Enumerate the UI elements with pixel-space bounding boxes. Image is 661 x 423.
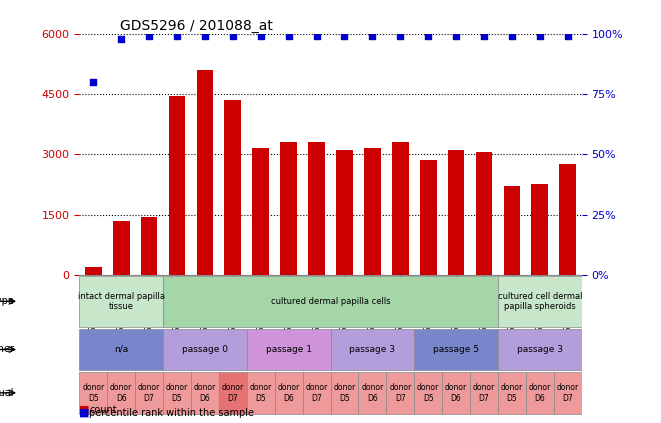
FancyBboxPatch shape	[191, 372, 219, 414]
FancyBboxPatch shape	[526, 372, 554, 414]
Text: donor
D5: donor D5	[250, 383, 272, 403]
FancyBboxPatch shape	[498, 372, 526, 414]
FancyBboxPatch shape	[442, 372, 470, 414]
Bar	[280, 142, 297, 275]
Bar	[308, 142, 325, 275]
Text: passage 0: passage 0	[182, 345, 228, 354]
Text: other: other	[0, 344, 14, 354]
FancyBboxPatch shape	[554, 372, 582, 414]
FancyBboxPatch shape	[163, 329, 247, 370]
Text: donor
D7: donor D7	[221, 383, 244, 403]
FancyBboxPatch shape	[107, 372, 135, 414]
Point	[395, 33, 406, 40]
Point	[116, 35, 126, 42]
Text: n/a: n/a	[114, 345, 128, 354]
FancyBboxPatch shape	[219, 372, 247, 414]
Text: ■: ■	[79, 404, 90, 415]
Text: donor
D5: donor D5	[166, 383, 188, 403]
Text: intact dermal papilla
tissue: intact dermal papilla tissue	[78, 291, 165, 311]
FancyBboxPatch shape	[135, 372, 163, 414]
Text: donor
D7: donor D7	[305, 383, 328, 403]
Text: cultured dermal papilla cells: cultured dermal papilla cells	[271, 297, 390, 306]
Point	[255, 33, 266, 40]
FancyBboxPatch shape	[275, 372, 303, 414]
FancyBboxPatch shape	[498, 329, 582, 370]
Text: cultured cell dermal
papilla spheroids: cultured cell dermal papilla spheroids	[498, 291, 582, 311]
Text: donor
D6: donor D6	[278, 383, 299, 403]
Text: donor
D7: donor D7	[557, 383, 579, 403]
Text: passage 3: passage 3	[517, 345, 563, 354]
Point	[172, 33, 182, 40]
Point	[88, 79, 98, 85]
Text: ■: ■	[79, 408, 90, 418]
Bar	[420, 160, 436, 275]
FancyBboxPatch shape	[163, 372, 191, 414]
FancyBboxPatch shape	[79, 276, 163, 327]
Text: percentile rank within the sample: percentile rank within the sample	[89, 408, 254, 418]
Text: donor
D6: donor D6	[194, 383, 216, 403]
Bar	[85, 267, 102, 275]
Text: donor
D6: donor D6	[445, 383, 467, 403]
Point	[563, 33, 573, 40]
Bar	[531, 184, 548, 275]
Text: passage 1: passage 1	[266, 345, 311, 354]
FancyBboxPatch shape	[163, 276, 498, 327]
Text: donor
D5: donor D5	[417, 383, 440, 403]
Bar	[504, 187, 520, 275]
Point	[284, 33, 294, 40]
Point	[506, 33, 517, 40]
Text: count: count	[89, 404, 117, 415]
Point	[479, 33, 489, 40]
Text: donor
D5: donor D5	[333, 383, 356, 403]
Point	[423, 33, 434, 40]
Bar	[392, 142, 408, 275]
Bar	[447, 150, 465, 275]
Bar	[476, 152, 492, 275]
FancyBboxPatch shape	[79, 372, 107, 414]
FancyBboxPatch shape	[414, 329, 498, 370]
Point	[339, 33, 350, 40]
Text: GDS5296 / 201088_at: GDS5296 / 201088_at	[120, 19, 272, 33]
Bar	[169, 96, 185, 275]
Text: donor
D6: donor D6	[529, 383, 551, 403]
Bar	[364, 148, 381, 275]
Point	[200, 33, 210, 40]
FancyBboxPatch shape	[498, 276, 582, 327]
Point	[144, 33, 155, 40]
Point	[367, 33, 377, 40]
FancyBboxPatch shape	[247, 372, 275, 414]
Text: donor
D7: donor D7	[473, 383, 495, 403]
FancyBboxPatch shape	[470, 372, 498, 414]
Bar	[225, 100, 241, 275]
Bar	[336, 150, 353, 275]
Text: individual: individual	[0, 388, 14, 398]
FancyBboxPatch shape	[386, 372, 414, 414]
Text: donor
D5: donor D5	[82, 383, 104, 403]
FancyBboxPatch shape	[414, 372, 442, 414]
FancyBboxPatch shape	[303, 372, 330, 414]
FancyBboxPatch shape	[79, 329, 163, 370]
FancyBboxPatch shape	[330, 372, 358, 414]
Text: passage 3: passage 3	[350, 345, 395, 354]
Point	[535, 33, 545, 40]
Bar	[113, 220, 130, 275]
Text: donor
D7: donor D7	[138, 383, 160, 403]
Text: donor
D5: donor D5	[501, 383, 523, 403]
Point	[311, 33, 322, 40]
FancyBboxPatch shape	[358, 372, 386, 414]
Bar	[141, 217, 157, 275]
Bar	[559, 165, 576, 275]
Bar	[253, 148, 269, 275]
FancyBboxPatch shape	[247, 329, 330, 370]
Text: cell type: cell type	[0, 296, 14, 306]
Point	[451, 33, 461, 40]
Bar	[196, 70, 214, 275]
Text: donor
D7: donor D7	[389, 383, 411, 403]
Text: donor
D6: donor D6	[110, 383, 132, 403]
Text: passage 5: passage 5	[433, 345, 479, 354]
Text: donor
D6: donor D6	[362, 383, 383, 403]
FancyBboxPatch shape	[330, 329, 414, 370]
Point	[227, 33, 238, 40]
